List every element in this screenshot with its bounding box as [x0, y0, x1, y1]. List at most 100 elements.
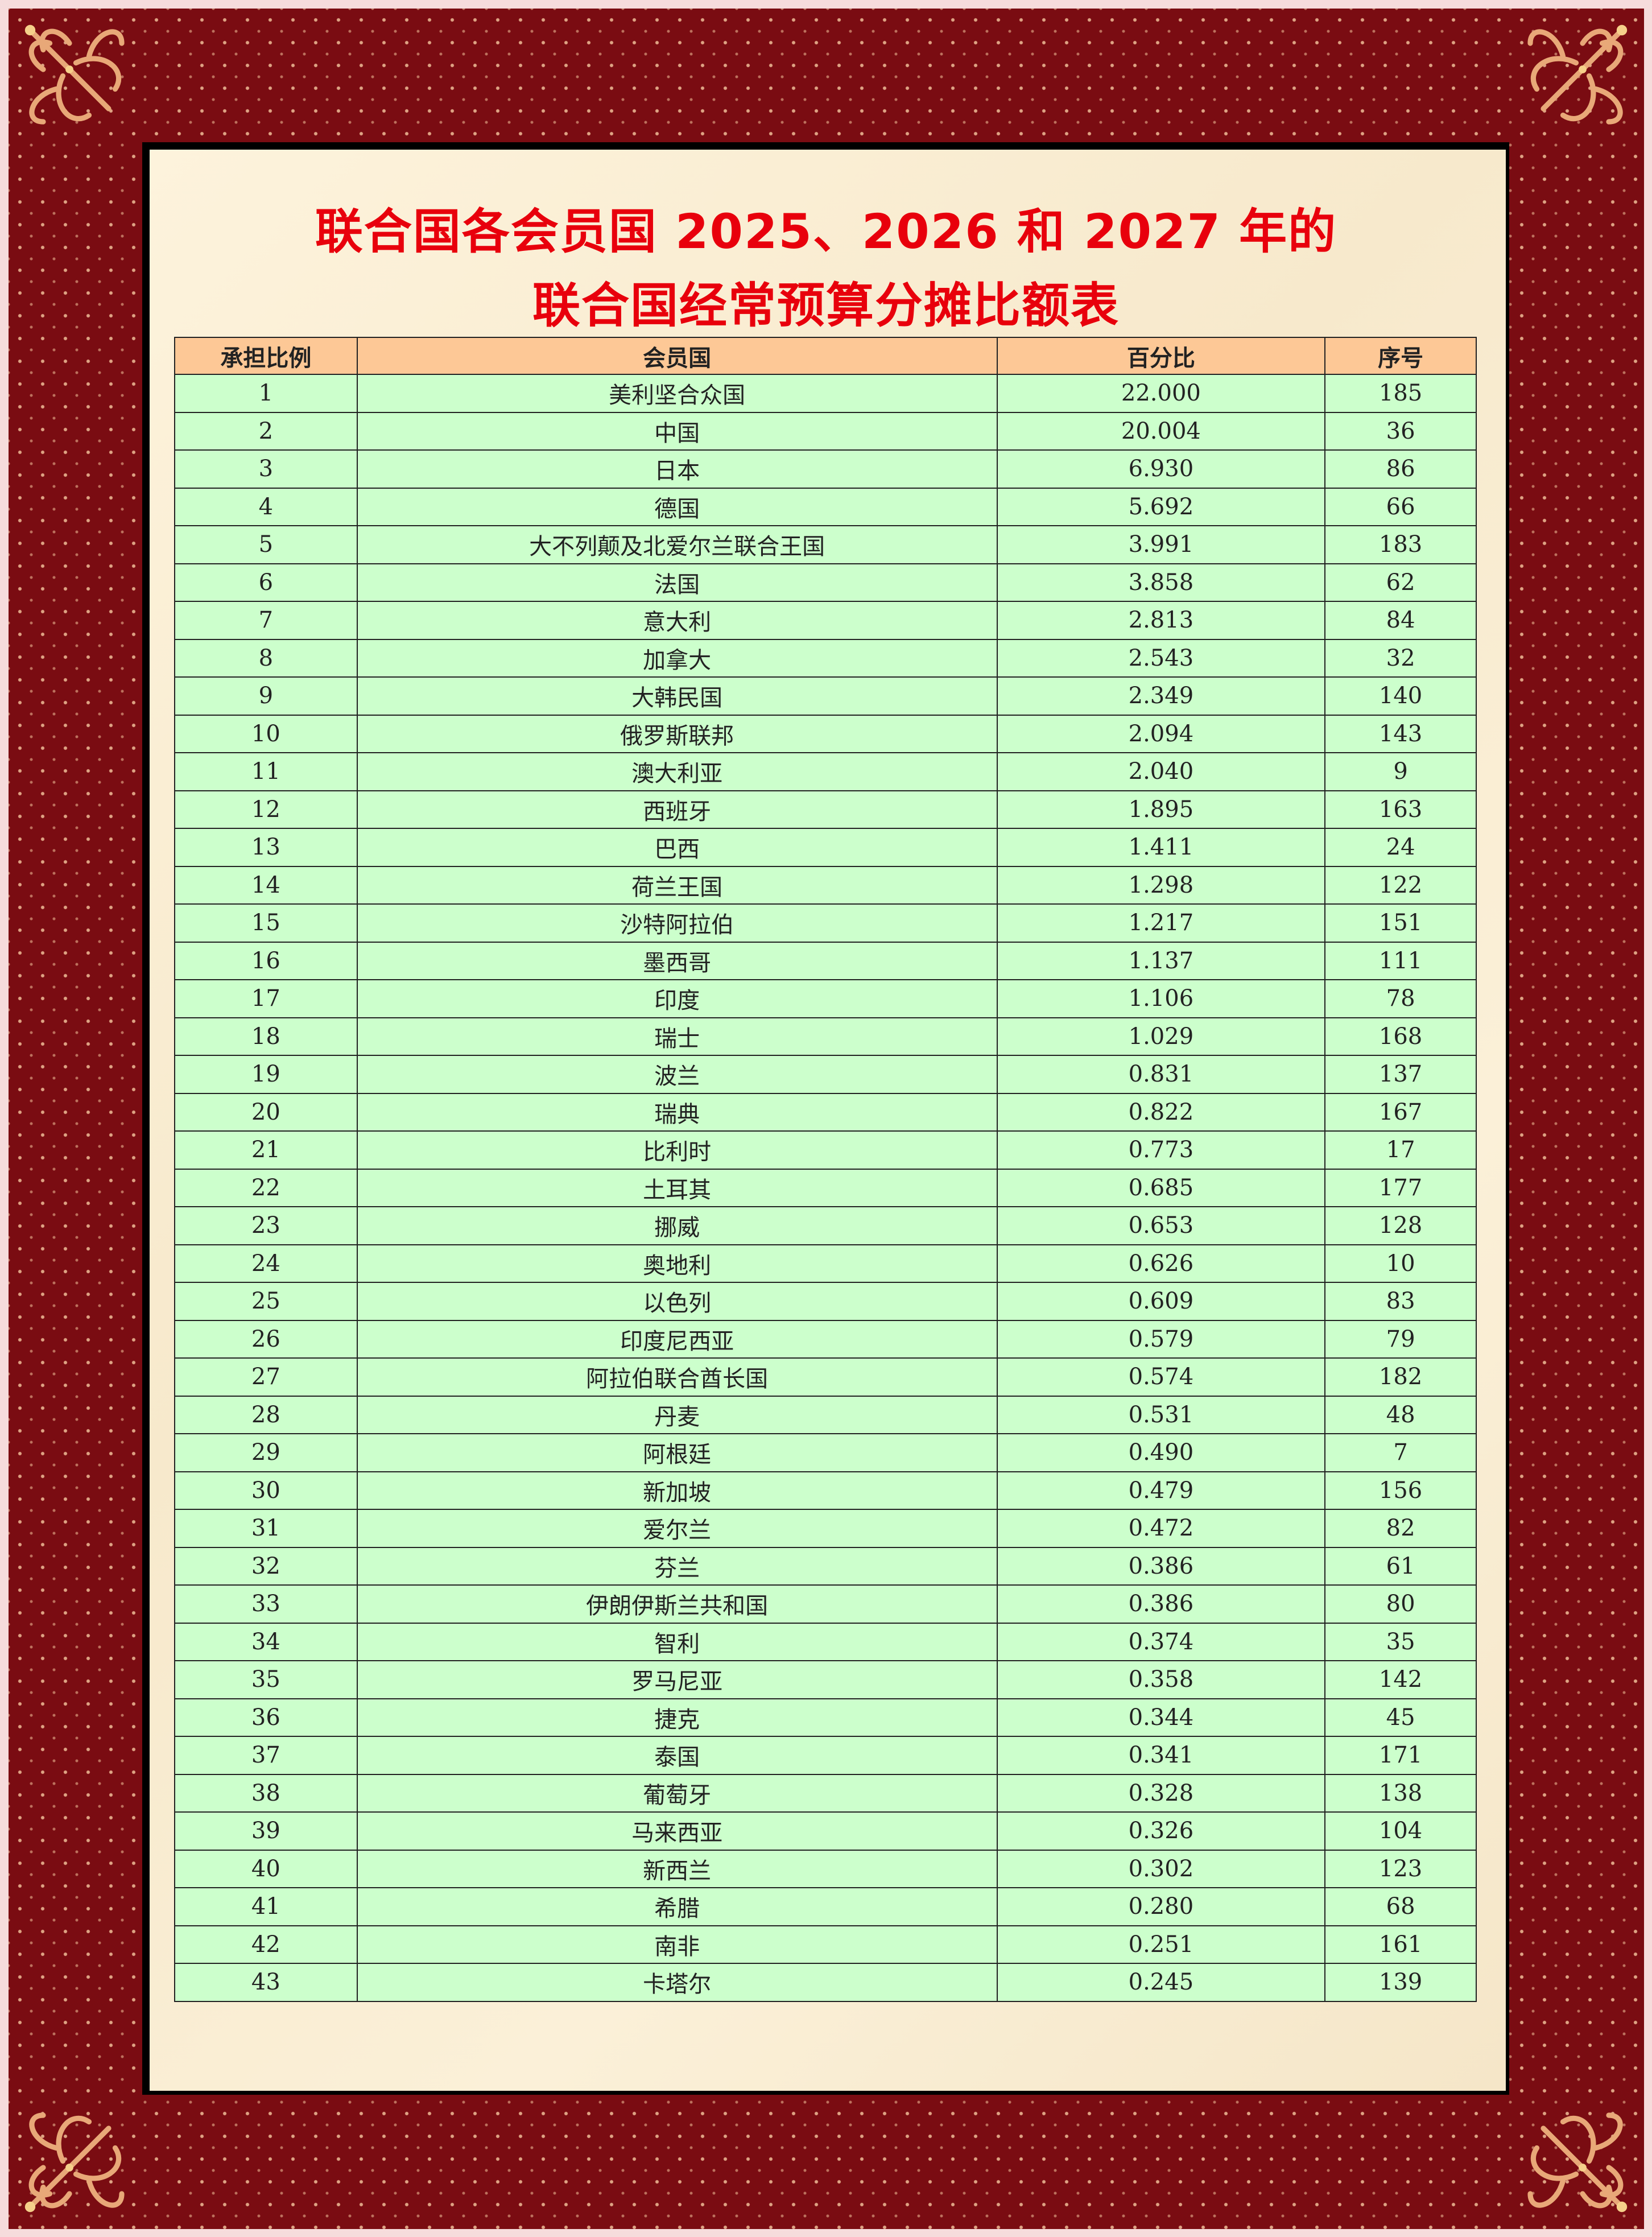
- cell-serial-number: 36: [1324, 411, 1477, 451]
- cell-member-state: 比利时: [356, 1130, 998, 1170]
- table-row: 21 比利时 0.773 17: [174, 1130, 1477, 1170]
- cell-member-state: 智利: [356, 1622, 998, 1661]
- cell-member-state: 荷兰王国: [356, 865, 998, 905]
- cell-rank: 34: [174, 1622, 358, 1661]
- cell-serial-number: 161: [1324, 1925, 1477, 1964]
- cell-percentage: 1.137: [996, 941, 1326, 980]
- cell-member-state: 爱尔兰: [356, 1509, 998, 1548]
- cell-member-state: 中国: [356, 411, 998, 451]
- table-row: 27 阿拉伯联合酋长国 0.574 182: [174, 1357, 1477, 1397]
- cell-rank: 25: [174, 1282, 358, 1321]
- cell-percentage: 0.626: [996, 1244, 1326, 1283]
- cell-percentage: 1.298: [996, 865, 1326, 905]
- cell-percentage: 0.490: [996, 1433, 1326, 1472]
- cell-percentage: 0.685: [996, 1168, 1326, 1207]
- cell-rank: 10: [174, 714, 358, 753]
- cell-serial-number: 79: [1324, 1319, 1477, 1359]
- table-row: 4 德国 5.692 66: [174, 487, 1477, 526]
- cell-member-state: 瑞典: [356, 1092, 998, 1132]
- cell-member-state: 波兰: [356, 1055, 998, 1094]
- table-row: 36 捷克 0.344 45: [174, 1698, 1477, 1737]
- table-header-row: 承担比例 会员国 百分比 序号: [174, 337, 1477, 375]
- cell-percentage: 0.479: [996, 1471, 1326, 1510]
- cell-percentage: 0.822: [996, 1092, 1326, 1132]
- cell-rank: 37: [174, 1736, 358, 1775]
- header-member-state: 会员国: [356, 337, 998, 375]
- page-title-line-2: 联合国经常预算分摊比额表: [532, 278, 1120, 333]
- cell-serial-number: 80: [1324, 1584, 1477, 1624]
- table-row: 23 挪威 0.653 128: [174, 1206, 1477, 1245]
- cell-percentage: 0.386: [996, 1546, 1326, 1586]
- cell-percentage: 22.000: [996, 374, 1326, 413]
- cell-serial-number: 163: [1324, 790, 1477, 829]
- cell-member-state: 法国: [356, 563, 998, 602]
- cell-member-state: 印度: [356, 979, 998, 1018]
- cell-percentage: 0.374: [996, 1622, 1326, 1661]
- cell-member-state: 俄罗斯联邦: [356, 714, 998, 753]
- cell-serial-number: 122: [1324, 865, 1477, 905]
- table-row: 28 丹麦 0.531 48: [174, 1395, 1477, 1434]
- cell-percentage: 0.386: [996, 1584, 1326, 1624]
- cell-serial-number: 104: [1324, 1811, 1477, 1851]
- cell-rank: 30: [174, 1471, 358, 1510]
- cell-serial-number: 111: [1324, 941, 1477, 980]
- cell-percentage: 0.344: [996, 1698, 1326, 1737]
- table-row: 38 葡萄牙 0.328 138: [174, 1773, 1477, 1813]
- cell-rank: 22: [174, 1168, 358, 1207]
- cell-serial-number: 68: [1324, 1887, 1477, 1926]
- page-title-line-1: 联合国各会员国 2025、2026 和 2027 年的: [315, 204, 1337, 259]
- header-rank: 承担比例: [174, 337, 358, 375]
- cell-percentage: 0.245: [996, 1963, 1326, 2002]
- cell-serial-number: 86: [1324, 449, 1477, 489]
- table-row: 22 土耳其 0.685 177: [174, 1168, 1477, 1207]
- cell-member-state: 意大利: [356, 601, 998, 640]
- table-row: 18 瑞士 1.029 168: [174, 1017, 1477, 1056]
- cell-rank: 17: [174, 979, 358, 1018]
- cell-rank: 5: [174, 525, 358, 564]
- cell-serial-number: 177: [1324, 1168, 1477, 1207]
- cell-rank: 18: [174, 1017, 358, 1056]
- cell-member-state: 南非: [356, 1925, 998, 1964]
- cell-percentage: 2.543: [996, 638, 1326, 678]
- table-row: 34 智利 0.374 35: [174, 1622, 1477, 1661]
- cell-percentage: 5.692: [996, 487, 1326, 526]
- cell-serial-number: 78: [1324, 979, 1477, 1018]
- cell-member-state: 卡塔尔: [356, 1963, 998, 2002]
- cell-percentage: 0.251: [996, 1925, 1326, 1964]
- fleur-de-lis-ornament-icon: [17, 17, 148, 148]
- cell-rank: 31: [174, 1509, 358, 1548]
- cell-rank: 9: [174, 676, 358, 716]
- cell-member-state: 日本: [356, 449, 998, 489]
- cell-rank: 39: [174, 1811, 358, 1851]
- cell-percentage: 20.004: [996, 411, 1326, 451]
- cell-serial-number: 32: [1324, 638, 1477, 678]
- cell-serial-number: 183: [1324, 525, 1477, 564]
- table-row: 15 沙特阿拉伯 1.217 151: [174, 903, 1477, 943]
- table-row: 9 大韩民国 2.349 140: [174, 676, 1477, 716]
- cell-percentage: 1.895: [996, 790, 1326, 829]
- cell-percentage: 3.858: [996, 563, 1326, 602]
- table-row: 31 爱尔兰 0.472 82: [174, 1509, 1477, 1548]
- cell-percentage: 0.328: [996, 1773, 1326, 1813]
- cell-serial-number: 140: [1324, 676, 1477, 716]
- cell-percentage: 1.106: [996, 979, 1326, 1018]
- cell-serial-number: 171: [1324, 1736, 1477, 1775]
- cell-serial-number: 138: [1324, 1773, 1477, 1813]
- cell-percentage: 0.341: [996, 1736, 1326, 1775]
- table-row: 32 芬兰 0.386 61: [174, 1546, 1477, 1586]
- cell-percentage: 0.579: [996, 1319, 1326, 1359]
- cell-member-state: 美利坚合众国: [356, 374, 998, 413]
- cell-serial-number: 182: [1324, 1357, 1477, 1397]
- cell-member-state: 瑞士: [356, 1017, 998, 1056]
- cell-percentage: 0.358: [996, 1660, 1326, 1699]
- cell-percentage: 0.609: [996, 1282, 1326, 1321]
- cell-percentage: 0.280: [996, 1887, 1326, 1926]
- cell-serial-number: 45: [1324, 1698, 1477, 1737]
- cell-rank: 29: [174, 1433, 358, 1472]
- cell-rank: 16: [174, 941, 358, 980]
- assessment-table: 承担比例 会员国 百分比 序号 1 美利坚合众国 22.000 185 2 中国 20.00…: [174, 337, 1477, 2002]
- cell-serial-number: 10: [1324, 1244, 1477, 1283]
- cell-rank: 19: [174, 1055, 358, 1094]
- cell-member-state: 巴西: [356, 828, 998, 867]
- cell-rank: 36: [174, 1698, 358, 1737]
